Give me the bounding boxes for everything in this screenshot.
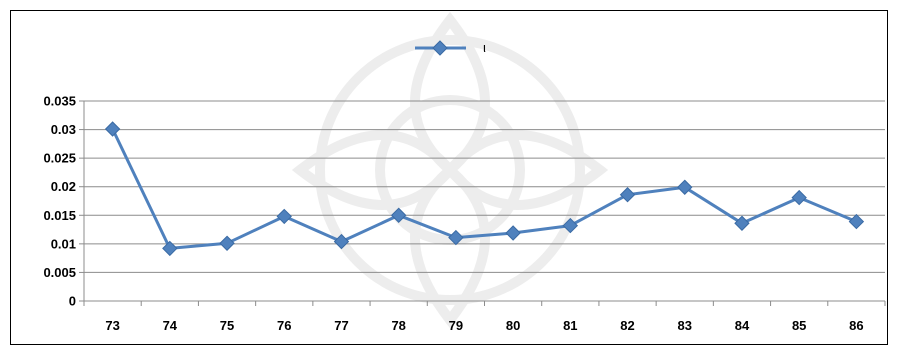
y-tick-label: 0.01	[51, 236, 76, 251]
data-point-marker	[677, 179, 693, 195]
data-point-marker	[448, 229, 464, 246]
data-point-marker	[390, 207, 407, 223]
x-tick-label: 73	[105, 318, 119, 333]
data-point-marker	[276, 208, 292, 225]
data-point-marker	[104, 121, 121, 137]
data-point-marker	[333, 233, 350, 250]
watermark-ornament	[291, 11, 609, 329]
series-line	[111, 128, 857, 250]
data-point-marker	[505, 225, 521, 241]
gridlines	[84, 100, 885, 273]
data-point-marker	[162, 240, 178, 257]
y-tick-label: 0.02	[51, 179, 76, 194]
x-tick-label: 79	[449, 318, 463, 333]
x-axis-tick-labels: 73 74 75 76 77 78 79 80 81 82 83 84 85 86	[105, 318, 863, 333]
y-tick-label: 0.03	[51, 122, 76, 137]
data-point-marker	[619, 187, 636, 203]
y-tick-label: 0.035	[43, 94, 76, 109]
x-tick-label: 82	[620, 318, 634, 333]
x-tick-label: 76	[277, 318, 291, 333]
y-axis-tick-labels: 0 0.005 0.01 0.015 0.02 0.025 0.03 0.035	[43, 94, 76, 309]
x-tick-label: 81	[563, 318, 577, 333]
y-tick-label: 0.015	[43, 208, 76, 223]
y-tick-label: 0.005	[43, 265, 76, 280]
x-tick-label: 75	[220, 318, 234, 333]
data-point-marker	[791, 189, 807, 206]
legend-diamond-marker-icon	[432, 40, 448, 56]
y-tick-label: 0.025	[43, 151, 76, 166]
legend-entry-label: ι	[483, 40, 486, 55]
data-point-marker	[848, 213, 865, 230]
x-tick-label: 84	[735, 318, 750, 333]
x-tick-label: 80	[506, 318, 520, 333]
data-point-marker	[734, 215, 750, 231]
x-tick-label: 78	[391, 318, 405, 333]
data-point-marker	[219, 235, 235, 251]
x-tick-label: 85	[792, 318, 806, 333]
data-point-marker	[562, 217, 579, 234]
series-layer	[104, 121, 865, 257]
axes	[79, 100, 886, 306]
x-tick-label: 83	[678, 318, 692, 333]
x-tick-label: 86	[849, 318, 863, 333]
x-tick-label: 74	[163, 318, 178, 333]
x-tick-label: 77	[334, 318, 348, 333]
y-tick-label: 0	[69, 294, 76, 309]
legend: ι	[415, 40, 486, 56]
